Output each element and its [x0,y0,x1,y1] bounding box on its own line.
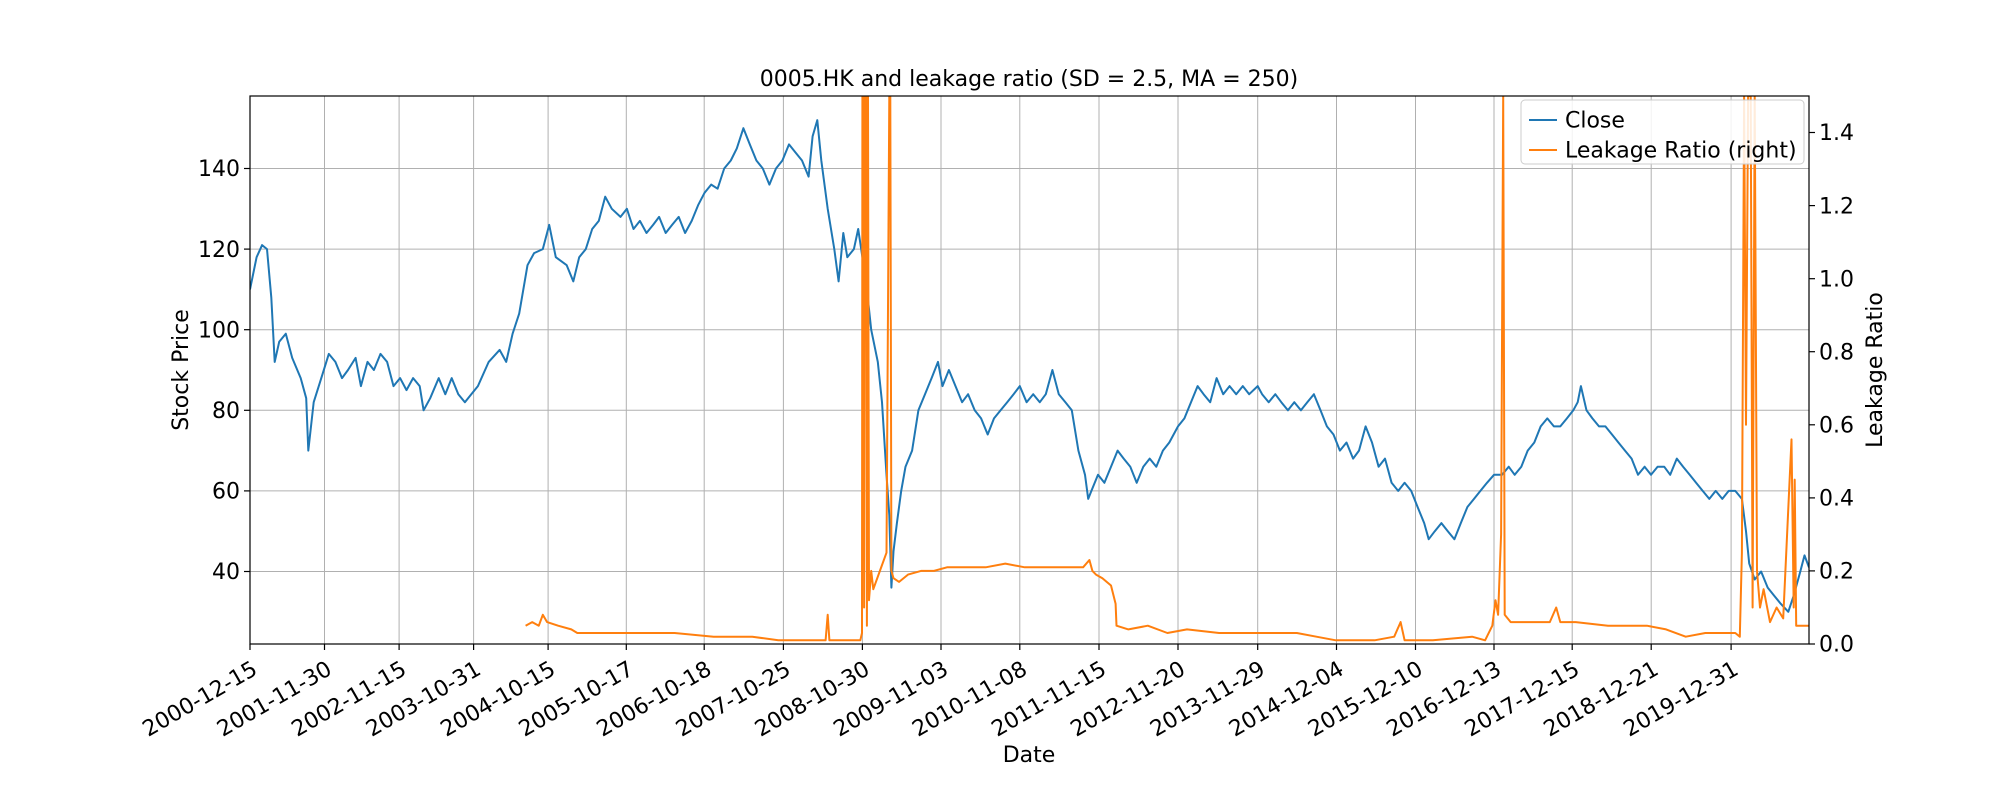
y-tick-label-left: 60 [212,480,240,505]
y-tick-label-left: 100 [198,318,240,343]
y-tick-label-right: 0.8 [1819,340,1854,365]
legend-entry-label: Close [1565,109,1625,134]
y-axis-label-left: Stock Price [169,309,194,431]
legend-entry-label: Leakage Ratio (right) [1565,139,1797,164]
legend-box [1520,99,1805,165]
y-tick-label-left: 80 [212,399,240,424]
x-axis-label: Date [1003,743,1056,768]
legend: Close Leakage Ratio (right) [1520,99,1805,165]
y-tick-label-right: 1.2 [1819,194,1854,219]
y-tick-label-right: 1.4 [1819,121,1854,146]
y-tick-label-left: 140 [198,157,240,182]
y-axis-label-right: Leakage Ratio [1863,292,1888,448]
series-line-leakage-ratio [525,96,1809,642]
series-layer [250,96,1809,642]
y-tick-label-right: 1.0 [1819,267,1854,292]
chart-title: 0005.HK and leakage ratio (SD = 2.5, MA … [760,67,1298,92]
plot-frame [249,95,1810,645]
y-tick-label-left: 40 [212,560,240,585]
y-tick-label-right: 0.2 [1819,560,1854,585]
y-tick-label-left: 120 [198,238,240,263]
y-tick-label-right: 0.4 [1819,487,1854,512]
series-line-close [250,119,1809,613]
y-tick-label-right: 0.0 [1819,633,1854,658]
y-tick-label-right: 0.6 [1819,414,1854,439]
